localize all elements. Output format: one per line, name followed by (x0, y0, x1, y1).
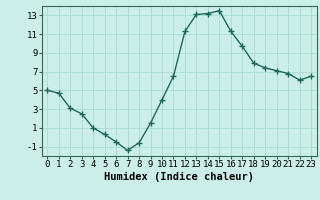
X-axis label: Humidex (Indice chaleur): Humidex (Indice chaleur) (104, 172, 254, 182)
